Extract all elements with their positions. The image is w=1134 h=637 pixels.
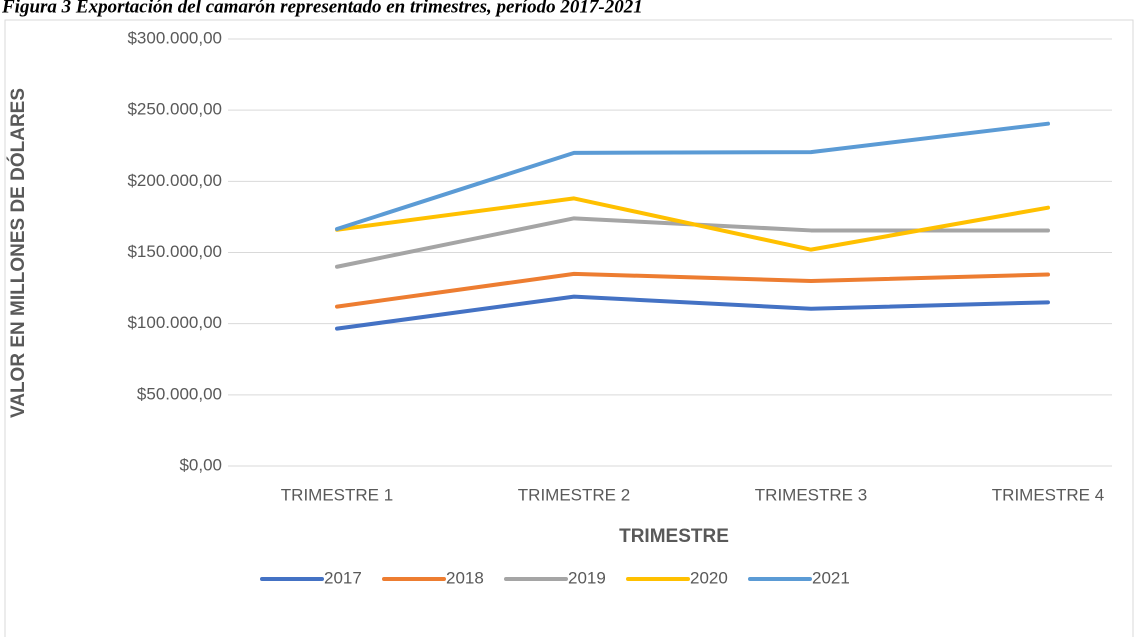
series-line — [335, 271, 1050, 309]
y-tick-label: $0,00 — [179, 455, 222, 474]
series-line — [335, 121, 1050, 232]
series-line — [335, 196, 1050, 252]
chart-title: Figura 3 Exportación del camarón represe… — [1, 0, 643, 17]
chart-border — [4, 19, 1134, 637]
x-axis-title: TRIMESTRE — [619, 526, 729, 547]
y-tick-label: $200.000,00 — [127, 171, 222, 190]
legend-label: 2018 — [446, 568, 484, 587]
legend-label: 2020 — [690, 568, 728, 587]
y-tick-label: $50.000,00 — [137, 384, 222, 403]
legend-label: 2021 — [812, 568, 850, 587]
x-tick-label: TRIMESTRE 3 — [755, 485, 867, 504]
legend-label: 2017 — [324, 568, 362, 587]
y-tick-label: $250.000,00 — [127, 100, 222, 119]
y-tick-label: $100.000,00 — [127, 313, 222, 332]
series-line — [335, 294, 1050, 331]
x-tick-label: TRIMESTRE 1 — [281, 485, 393, 504]
y-tick-label: $300.000,00 — [127, 28, 222, 47]
y-tick-label: $150.000,00 — [127, 242, 222, 261]
legend-label: 2019 — [568, 568, 606, 587]
y-axis-title: VALOR EN MILLONES DE DÓLARES — [7, 88, 29, 418]
x-tick-label: TRIMESTRE 4 — [992, 485, 1104, 504]
x-tick-label: TRIMESTRE 2 — [518, 485, 630, 504]
